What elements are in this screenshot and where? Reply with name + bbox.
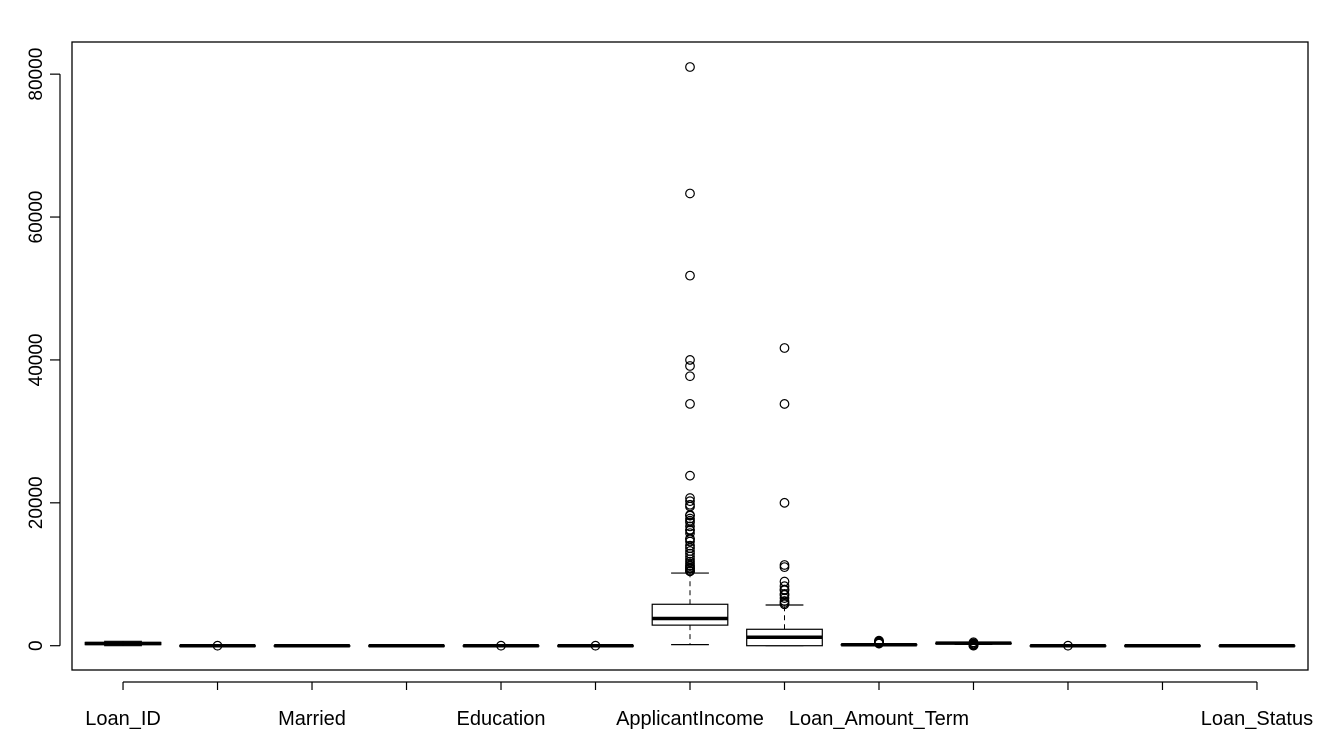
- outlier-point: [685, 496, 695, 507]
- box-2: [273, 643, 351, 648]
- outlier-point: [779, 590, 790, 600]
- box-0: [84, 640, 162, 647]
- outlier-point: [685, 521, 695, 532]
- x-tick-label: Loan_Status: [1201, 708, 1313, 730]
- outlier-point: [685, 536, 695, 547]
- outlier-point: [685, 510, 695, 521]
- outlier-point: [685, 270, 695, 281]
- outlier-point: [685, 566, 695, 577]
- outlier-point: [779, 343, 790, 353]
- y-tick-label: 0: [26, 640, 47, 651]
- box-9: [935, 637, 1012, 651]
- boxes-group: [84, 62, 1296, 651]
- box-8: [840, 635, 918, 649]
- outlier-point: [685, 470, 695, 481]
- box-3: [368, 643, 445, 648]
- outlier-point: [874, 638, 884, 649]
- x-tick-label: Loan_ID: [85, 708, 161, 730]
- box-11: [1124, 643, 1201, 648]
- y-tick-label: 60000: [26, 191, 47, 244]
- outlier-point: [968, 637, 979, 648]
- box-6: [651, 62, 729, 646]
- box-1: [179, 640, 256, 651]
- outlier-point: [779, 399, 790, 409]
- outlier-point: [496, 640, 506, 651]
- y-tick-label: 80000: [26, 48, 47, 101]
- outlier-point: [685, 355, 695, 365]
- x-tick-label: Loan_Amount_Term: [789, 708, 969, 730]
- outlier-point: [685, 361, 695, 371]
- plot-frame: [71, 41, 1309, 671]
- y-tick-label: 40000: [26, 334, 47, 387]
- x-tick-label: Married: [278, 708, 346, 730]
- box-body: [651, 603, 729, 626]
- outlier-point: [779, 497, 790, 508]
- y-axis: 0 20000 40000 60000 80000: [26, 48, 61, 651]
- outlier-point: [1063, 640, 1073, 651]
- x-tick-label: ApplicantIncome: [616, 708, 764, 730]
- outlier-point: [685, 62, 695, 72]
- outlier-point: [212, 640, 223, 651]
- x-axis: Loan_ID Married Education ApplicantIncome Lo…: [85, 681, 1313, 730]
- box-10: [1029, 640, 1107, 651]
- y-tick-label: 20000: [26, 476, 47, 529]
- outlier-point: [779, 593, 790, 603]
- outlier-point: [779, 599, 790, 610]
- outlier-point: [590, 640, 601, 651]
- box-7: [746, 343, 823, 647]
- box-4: [462, 640, 540, 651]
- outlier-point: [779, 562, 790, 573]
- box-12: [1218, 643, 1296, 648]
- outlier-point: [685, 398, 695, 409]
- box-5: [557, 640, 634, 651]
- outlier-point: [685, 371, 695, 382]
- outlier-point: [779, 560, 790, 570]
- x-tick-label: Education: [457, 708, 546, 730]
- outlier-point: [779, 585, 790, 596]
- outlier-point: [685, 188, 695, 199]
